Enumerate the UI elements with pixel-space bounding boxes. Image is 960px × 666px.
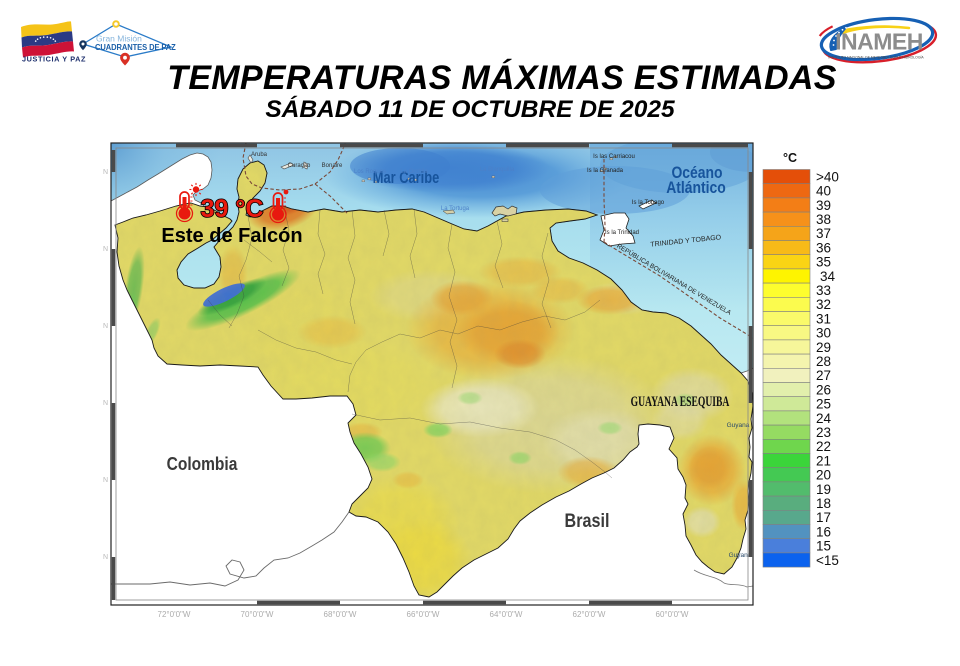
svg-text:35: 35 [816,255,831,270]
svg-text:JUSTICIA Y PAZ: JUSTICIA Y PAZ [22,55,86,64]
svg-text:33: 33 [816,283,831,298]
svg-text:N: N [103,400,108,407]
svg-text:Mar Caribe: Mar Caribe [373,170,439,188]
svg-text:CUADRANTES DE PAZ: CUADRANTES DE PAZ [95,43,176,53]
svg-text:INAMEH: INAMEH [835,29,923,55]
svg-text:N: N [103,323,108,330]
svg-text:Is la Granada: Is la Granada [587,168,624,174]
svg-text:32: 32 [816,297,831,312]
svg-text:Is las Carriacou: Is las Carriacou [593,154,635,160]
svg-text:INSTITUTO NACIONAL DE METEOROL: INSTITUTO NACIONAL DE METEOROLOGÍA E HID… [828,56,924,60]
svg-text:Aruba: Aruba [251,152,268,158]
svg-text:19: 19 [816,482,831,497]
svg-text:Brasil: Brasil [565,510,610,532]
svg-text:Guyana: Guyana [729,552,752,559]
svg-text:N: N [103,477,108,484]
svg-text:Bonaire: Bonaire [322,163,343,169]
svg-text:17: 17 [816,510,831,525]
svg-text:N: N [103,554,108,561]
svg-text:39 °C: 39 °C [201,195,264,223]
svg-text:38: 38 [816,212,831,227]
svg-text:26: 26 [816,382,831,397]
svg-text:23: 23 [816,425,831,440]
svg-text:72°0'0"W: 72°0'0"W [158,610,191,619]
svg-text:°C: °C [783,151,797,165]
svg-text:La Orchila: La Orchila [400,169,428,175]
svg-text:Curaçao: Curaçao [288,163,311,169]
svg-text:31: 31 [816,311,831,326]
svg-text:Océano: Océano [671,164,722,183]
svg-text:15: 15 [816,539,831,554]
svg-text:27: 27 [816,368,831,383]
svg-text:34: 34 [820,269,836,284]
svg-text:La Blanquilla: La Blanquilla [480,167,515,173]
svg-text:Los Roques: Los Roques [354,169,386,175]
svg-text:N: N [103,246,108,253]
svg-text:29: 29 [816,340,831,355]
svg-text:21: 21 [816,453,831,468]
svg-text:18: 18 [816,496,831,511]
svg-text:22: 22 [816,439,831,454]
svg-text:30: 30 [816,326,831,341]
svg-text:N: N [103,169,108,176]
svg-text:Is la Trinidad: Is la Trinidad [605,230,639,236]
svg-text:Guyana: Guyana [727,422,750,429]
svg-text:39: 39 [816,198,831,213]
svg-text:40: 40 [816,184,831,199]
svg-text:24: 24 [816,411,832,426]
svg-text:Colombia: Colombia [167,454,238,475]
svg-text:>40: >40 [816,169,839,184]
svg-text:GUAYANA ESEQUIBA: GUAYANA ESEQUIBA [631,393,730,410]
svg-text:La Tortuga: La Tortuga [441,206,470,212]
svg-text:Gran Misión: Gran Misión [96,34,142,44]
svg-text:64°0'0"W: 64°0'0"W [490,610,523,619]
svg-text:Is la Tobago: Is la Tobago [632,200,665,206]
svg-text:28: 28 [816,354,831,369]
svg-text:25: 25 [816,397,831,412]
svg-text:37: 37 [816,226,831,241]
svg-text:62°0'0"W: 62°0'0"W [573,610,606,619]
svg-text:Este de Falcón: Este de Falcón [161,225,302,247]
svg-text:SÁBADO 11 DE OCTUBRE DE 2025: SÁBADO 11 DE OCTUBRE DE 2025 [265,95,675,123]
svg-text:Atlántico: Atlántico [666,179,726,198]
svg-text:68°0'0"W: 68°0'0"W [324,610,357,619]
svg-text:36: 36 [816,240,831,255]
svg-text:16: 16 [816,524,831,539]
svg-text:20: 20 [816,468,831,483]
svg-text:70°0'0"W: 70°0'0"W [241,610,274,619]
svg-text:TEMPERATURAS MÁXIMAS ESTIMADAS: TEMPERATURAS MÁXIMAS ESTIMADAS [167,59,837,97]
svg-text:60°0'0"W: 60°0'0"W [656,610,689,619]
svg-text:66°0'0"W: 66°0'0"W [407,610,440,619]
svg-text:<15: <15 [816,553,839,568]
